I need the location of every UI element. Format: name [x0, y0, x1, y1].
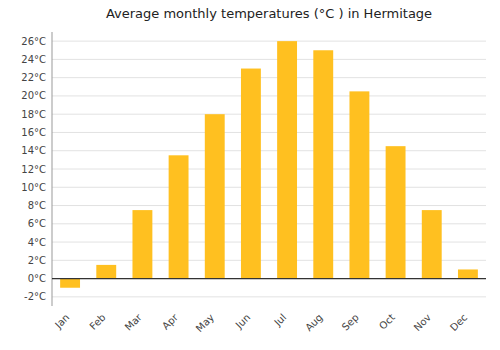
y-tick-label: 20°C [21, 90, 46, 101]
bar [169, 155, 189, 278]
chart: Average monthly temperatures (°C ) in He… [0, 0, 500, 350]
bars [60, 41, 478, 288]
y-tick-label: -2°C [24, 291, 46, 302]
x-tick-label: Nov [412, 312, 434, 334]
grid-line [52, 296, 486, 297]
x-tick-label: Jun [233, 312, 253, 332]
y-tick-label: 2°C [28, 255, 46, 266]
bar [241, 69, 261, 279]
bar [277, 41, 297, 278]
y-tick-label: 26°C [21, 36, 46, 47]
y-tick-label: 14°C [21, 145, 46, 156]
x-tick-label: Mar [123, 311, 145, 333]
x-tick-label: Dec [448, 312, 469, 333]
bar [349, 91, 369, 278]
grid-line [52, 278, 486, 279]
y-axis-line [52, 32, 53, 306]
grid-line [52, 114, 486, 115]
x-tick-label: May [194, 312, 216, 334]
grid-line [52, 77, 486, 78]
grid-line [52, 95, 486, 96]
grid [52, 41, 486, 297]
y-tick-label: 0°C [28, 273, 46, 284]
y-tick-label: 12°C [21, 164, 46, 175]
x-tick-label: Jul [271, 312, 288, 329]
title: Average monthly temperatures (°C ) in He… [106, 6, 432, 21]
grid-line [52, 59, 486, 60]
y-tick-label: 8°C [28, 200, 46, 211]
x-tick-label: Jan [52, 312, 71, 331]
bar [313, 50, 333, 278]
x-tick-label: Apr [160, 311, 181, 332]
x-tick-label: Sep [340, 312, 361, 333]
y-tick-label: 4°C [28, 237, 46, 248]
grid-line [52, 150, 486, 151]
y-tick-label: 18°C [21, 109, 46, 120]
y-tick-label: 16°C [21, 127, 46, 138]
grid-line [52, 223, 486, 224]
bar [458, 269, 478, 278]
x-tick-label: Oct [377, 312, 397, 332]
bar [60, 279, 80, 288]
bar [422, 210, 442, 279]
grid-line [52, 169, 486, 170]
bar [205, 114, 225, 278]
bar [96, 265, 116, 279]
grid-line [52, 132, 486, 133]
chart-container: Average monthly temperatures (°C ) in He… [0, 0, 500, 350]
bar [132, 210, 152, 279]
x-tick-label: Feb [87, 312, 107, 332]
grid-line [52, 242, 486, 243]
grid-line [52, 187, 486, 188]
y-tick-label: 6°C [28, 218, 46, 229]
x-tick-label: Aug [303, 312, 325, 334]
grid-line [52, 260, 486, 261]
baseline [52, 278, 486, 279]
grid-line [52, 205, 486, 206]
y-tick-label: 22°C [21, 72, 46, 83]
y-tick-label: 10°C [21, 182, 46, 193]
y-tick-label: 24°C [21, 54, 46, 65]
grid-line [52, 41, 486, 42]
bar [386, 146, 406, 278]
